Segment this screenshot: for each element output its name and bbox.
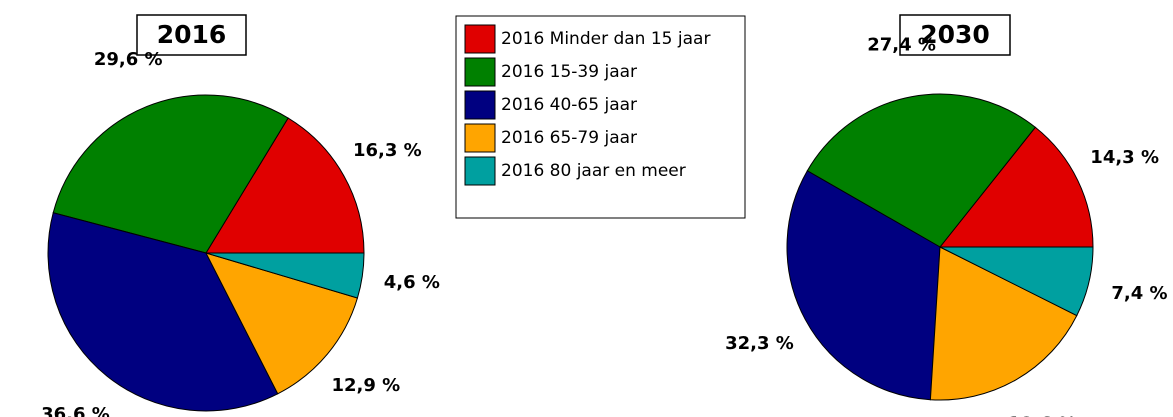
value-label: 7,4 % xyxy=(1111,283,1167,304)
value-label: 4,6 % xyxy=(384,272,440,293)
pie-slice xyxy=(47,212,279,412)
legend-label: 2016 Minder dan 15 jaar xyxy=(501,29,710,49)
pie-slice xyxy=(205,252,359,395)
pie-slice xyxy=(939,246,1094,317)
value-label: 27,4 % xyxy=(867,35,936,56)
pie-slice xyxy=(938,126,1094,248)
legend xyxy=(455,15,746,219)
legend-swatch xyxy=(464,156,496,186)
value-label: 32,3 % xyxy=(725,333,794,354)
chart-title: 2016 xyxy=(157,20,227,49)
pie-slice xyxy=(929,246,1078,401)
value-label: 12,9 % xyxy=(331,375,400,396)
value-label: 36,6 % xyxy=(41,404,110,417)
chart-title: 2030 xyxy=(920,20,990,49)
pie-slice xyxy=(205,252,365,299)
title-box xyxy=(899,14,1011,56)
value-label: 14,3 % xyxy=(1090,147,1159,168)
pie-slice xyxy=(786,170,941,401)
value-label: 18,6 % xyxy=(1008,414,1077,417)
legend-swatch xyxy=(464,57,496,87)
legend-label: 2016 40-65 jaar xyxy=(501,95,637,115)
legend-label: 2016 15-39 jaar xyxy=(501,62,637,82)
pie-slice xyxy=(806,93,1036,248)
pie-slice xyxy=(52,94,289,254)
legend-label: 2016 80 jaar en meer xyxy=(501,161,686,181)
pie-slice xyxy=(205,117,365,254)
legend-swatch xyxy=(464,90,496,120)
value-label: 16,3 % xyxy=(353,140,422,161)
value-label: 29,6 % xyxy=(94,49,163,70)
legend-label: 2016 65-79 jaar xyxy=(501,128,637,148)
legend-swatch xyxy=(464,24,496,54)
title-box xyxy=(136,14,247,56)
legend-swatch xyxy=(464,123,496,153)
